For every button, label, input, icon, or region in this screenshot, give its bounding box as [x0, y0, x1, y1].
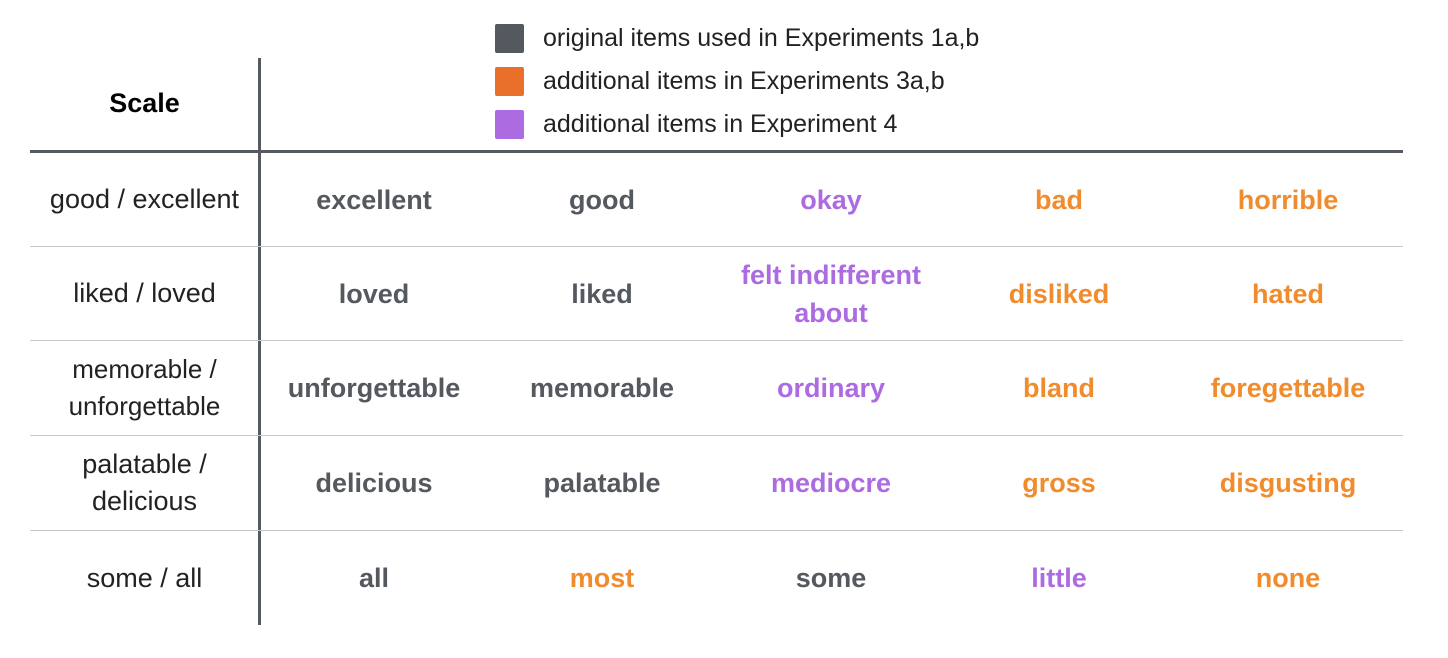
table-row: palatable / delicious delicious palatable m…	[30, 436, 1403, 530]
scale-item-original: all	[358, 563, 390, 593]
scale-item-exp3: foregettable	[1210, 373, 1366, 403]
scale-item-original: good	[569, 184, 635, 215]
row-divider	[30, 246, 1403, 247]
header-divider	[30, 150, 1403, 153]
scale-item-original: palatable	[543, 468, 661, 498]
scale-name: liked / loved	[73, 278, 216, 308]
scale-column-header: Scale	[109, 88, 180, 118]
row-divider	[30, 340, 1403, 341]
scale-item-exp3: gross	[1022, 468, 1096, 498]
legend-swatch-exp4	[495, 110, 524, 139]
column-divider	[258, 58, 261, 625]
legend-swatch-exp3	[495, 67, 524, 96]
scale-item-exp3: horrible	[1237, 184, 1339, 215]
scale-item-original: some	[795, 563, 867, 593]
table-row: good / excellent excellent good okay bad horr…	[30, 153, 1403, 246]
scale-item-exp3: hated	[1251, 278, 1324, 309]
row-divider	[30, 435, 1403, 436]
table-row: liked / loved loved liked felt indifferent …	[30, 247, 1403, 340]
scale-item-exp4: okay	[800, 184, 862, 215]
scale-item-exp3: none	[1255, 563, 1321, 593]
row-divider	[30, 530, 1403, 531]
scale-item-exp4: little	[1031, 563, 1087, 593]
scale-item-original: loved	[338, 278, 410, 309]
legend-label: additional items in Experiments 3a,b	[543, 67, 945, 95]
legend-label: additional items in Experiment 4	[543, 110, 898, 138]
table-row: some / all all most some little none	[30, 531, 1403, 625]
scale-item-original: liked	[571, 278, 633, 309]
scale-item-original: unforgettable	[287, 373, 461, 403]
scale-item-exp4: mediocre	[770, 468, 892, 498]
scale-name: memorable / unforgettable	[68, 354, 221, 421]
scale-item-exp3: bland	[1023, 373, 1095, 403]
scale-name: palatable / delicious	[82, 449, 207, 516]
scale-item-original: delicious	[315, 468, 433, 498]
scale-item-exp4: felt indifferent about	[741, 259, 921, 328]
table-row: memorable / unforgettable unforgettable me…	[30, 341, 1403, 435]
scale-item-exp3: disgusting	[1219, 468, 1357, 498]
scale-item-original: memorable	[529, 373, 675, 403]
legend-label: original items used in Experiments 1a,b	[543, 24, 980, 52]
scale-item-exp3: most	[569, 563, 635, 593]
scale-item-exp3: disliked	[1008, 278, 1110, 309]
scale-item-exp3: bad	[1034, 184, 1083, 215]
scale-name: good / excellent	[49, 184, 240, 214]
scale-item-exp4: ordinary	[776, 373, 886, 403]
scale-name: some / all	[86, 562, 203, 593]
scale-item-original: excellent	[316, 184, 432, 215]
legend-swatch-original	[495, 24, 524, 53]
